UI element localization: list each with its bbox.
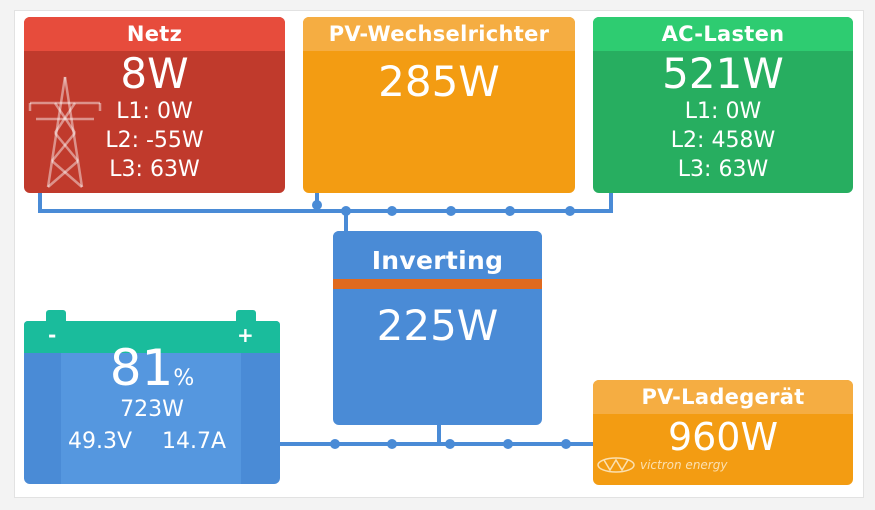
grid-l2: L2: -55W xyxy=(105,128,204,153)
battery-tile[interactable]: - + 81% 723W 49.3V 14.7A xyxy=(24,310,280,484)
battery-soc-unit: % xyxy=(173,366,195,391)
inverter-state: Inverting xyxy=(333,231,542,279)
pv-charger-tile[interactable]: PV-Ladegerät 960W victron energy xyxy=(593,380,853,485)
pv-inverter-title: PV-Wechselrichter xyxy=(303,17,575,51)
ac-loads-tile[interactable]: AC-Lasten 521W L1: 0W L2: 458W L3: 63W xyxy=(593,17,853,193)
battery-positive-label: + xyxy=(237,323,254,347)
ac-loads-l2: L2: 458W xyxy=(670,128,776,153)
ac-loads-title: AC-Lasten xyxy=(593,17,853,51)
grid-total-power: 8W xyxy=(120,49,189,98)
pv-inverter-tile[interactable]: PV-Wechselrichter 285W xyxy=(303,17,575,193)
pv-charger-power: 960W xyxy=(667,415,779,459)
grid-tile[interactable]: Netz 8W L1: 0W L2: -55W L3: 63W xyxy=(24,17,285,193)
battery-positive-terminal xyxy=(236,310,256,322)
battery-charge-fill xyxy=(61,353,241,484)
inverter-power: 225W xyxy=(376,301,499,350)
battery-soc: 81 xyxy=(109,339,174,397)
ac-loads-total-power: 521W xyxy=(662,49,784,98)
grid-title: Netz xyxy=(24,17,285,51)
victron-logo-icon: victron energy xyxy=(596,456,727,474)
brand-label: victron energy xyxy=(640,458,728,472)
pv-inverter-power: 285W xyxy=(378,57,500,106)
battery-negative-terminal xyxy=(46,310,66,322)
ac-loads-l3: L3: 63W xyxy=(677,157,769,182)
pv-charger-title: PV-Ladegerät xyxy=(593,380,853,414)
battery-voltage: 49.3V xyxy=(68,429,133,454)
battery-current: 14.7A xyxy=(162,429,227,454)
grid-l1: L1: 0W xyxy=(116,99,193,124)
grid-l3: L3: 63W xyxy=(109,157,200,182)
battery-top-bar: - + xyxy=(24,321,280,353)
battery-negative-label: - xyxy=(48,323,57,347)
battery-power: 723W xyxy=(120,397,184,422)
power-pylon-icon xyxy=(28,76,102,188)
ac-loads-l1: L1: 0W xyxy=(684,99,762,124)
inverter-status-stripe xyxy=(333,279,542,289)
inverter-tile[interactable]: Inverting 225W xyxy=(333,231,542,425)
